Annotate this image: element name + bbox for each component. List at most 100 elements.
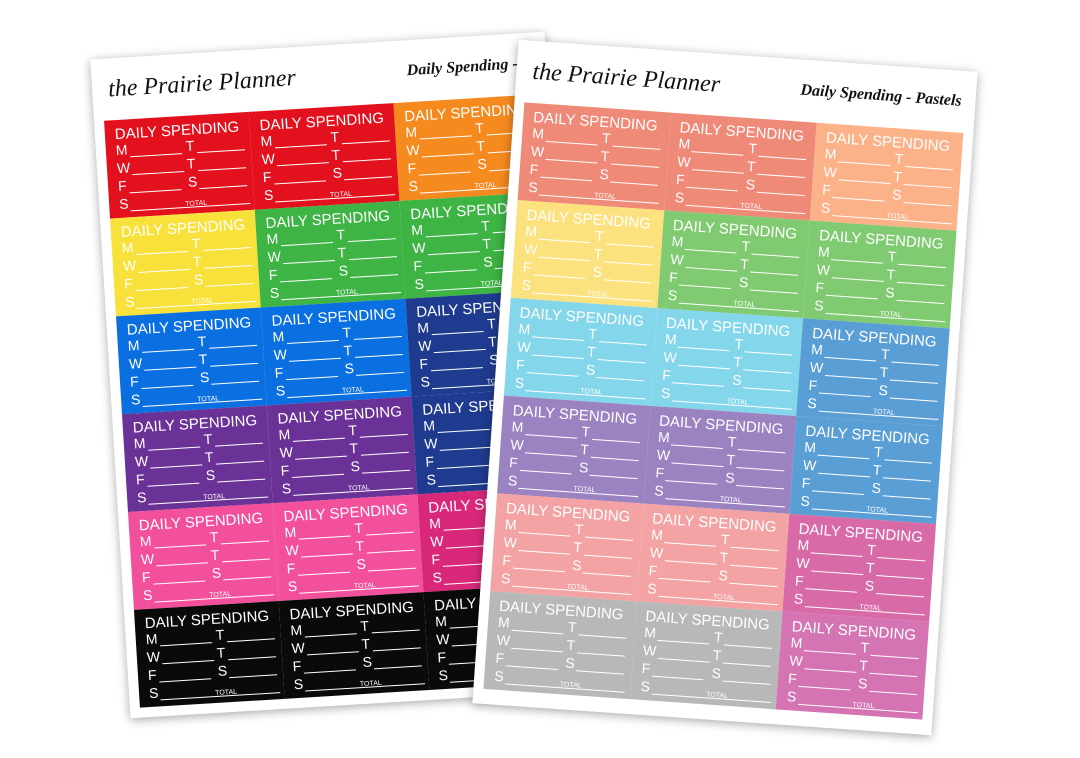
day-row: W xyxy=(122,254,191,274)
day-row: T xyxy=(203,428,263,447)
day-row: T xyxy=(595,228,655,248)
day-letter: T xyxy=(341,324,352,341)
day-letter: T xyxy=(210,546,220,564)
day-row: F xyxy=(292,654,356,674)
write-line xyxy=(364,519,414,536)
day-row: T xyxy=(712,647,772,667)
write-line xyxy=(427,239,480,256)
day-letter: T xyxy=(873,443,884,461)
day-letter: S xyxy=(667,286,678,304)
write-line xyxy=(129,141,182,158)
day-row: T xyxy=(581,423,641,444)
day-letter: M xyxy=(504,516,518,533)
day-letter: S xyxy=(350,457,361,475)
total-label: TOTAL xyxy=(353,582,377,591)
day-letter: T xyxy=(335,226,346,243)
day-letter: T xyxy=(594,227,605,245)
day-letter: T xyxy=(185,137,195,154)
day-row: F xyxy=(808,377,872,398)
day-row: T xyxy=(360,615,420,634)
day-row: T xyxy=(893,168,953,189)
write-line xyxy=(343,164,393,181)
day-row: W xyxy=(285,538,354,558)
day-row: T xyxy=(866,559,926,580)
day-letter: W xyxy=(649,544,664,562)
write-line xyxy=(297,523,351,540)
day-letter: S xyxy=(281,480,292,497)
day-row: F xyxy=(529,160,593,182)
day-row: T xyxy=(210,544,270,564)
write-line xyxy=(744,339,794,356)
write-line xyxy=(296,559,350,576)
write-line xyxy=(273,168,326,185)
write-line xyxy=(596,365,646,382)
day-letter: W xyxy=(128,354,143,372)
write-line xyxy=(134,275,187,292)
day-letter: W xyxy=(516,338,532,356)
day-row: T xyxy=(860,639,920,660)
day-letter: T xyxy=(726,451,736,468)
day-row: S xyxy=(892,186,952,207)
write-line xyxy=(818,380,872,398)
write-line xyxy=(512,555,566,573)
write-line xyxy=(370,617,420,634)
day-row: F xyxy=(648,562,712,583)
day-letter: S xyxy=(263,186,274,204)
day-row: M xyxy=(671,233,738,254)
day-letter: T xyxy=(186,155,196,172)
day-letter: T xyxy=(331,146,341,163)
day-row: W xyxy=(524,241,592,262)
day-row: T xyxy=(574,521,634,541)
day-row: F xyxy=(516,356,580,377)
day-row: T xyxy=(587,343,647,364)
day-row: T xyxy=(567,619,627,639)
day-row: M xyxy=(127,334,194,354)
day-row: M xyxy=(664,331,731,352)
day-row: T xyxy=(872,462,932,482)
day-row: M xyxy=(790,634,857,655)
write-line xyxy=(584,524,634,541)
day-letter: S xyxy=(599,165,610,183)
day-letter: M xyxy=(511,418,524,436)
write-line xyxy=(421,141,474,158)
write-line xyxy=(341,146,391,163)
day-row: T xyxy=(349,437,409,456)
write-line xyxy=(531,342,585,360)
day-letter: W xyxy=(291,639,306,657)
day-letter: F xyxy=(286,559,296,577)
write-line xyxy=(576,658,625,675)
day-row: T xyxy=(726,451,786,472)
day-letter: S xyxy=(592,263,603,281)
day-letter: F xyxy=(135,470,146,488)
day-row: W xyxy=(503,534,572,555)
write-line xyxy=(135,238,188,256)
write-line xyxy=(303,621,357,638)
day-row: T xyxy=(331,143,391,163)
day-letter: W xyxy=(642,641,657,659)
day-letter: T xyxy=(487,333,498,350)
day-row: W xyxy=(649,544,718,565)
day-row: F xyxy=(522,259,586,279)
write-line xyxy=(158,666,211,683)
write-line xyxy=(576,640,626,657)
write-line xyxy=(803,638,857,655)
day-row: F xyxy=(794,572,858,593)
day-letter: S xyxy=(793,590,804,607)
day-letter: T xyxy=(337,244,347,261)
day-letter: W xyxy=(795,554,811,572)
day-row: T xyxy=(747,158,807,179)
day-letter: F xyxy=(529,160,539,178)
total-label: TOTAL xyxy=(586,290,610,299)
day-row: F xyxy=(662,367,726,387)
day-letter: S xyxy=(199,368,210,386)
total-label: TOTAL xyxy=(329,190,353,200)
write-line xyxy=(141,336,194,353)
write-line xyxy=(346,226,396,243)
day-row: S xyxy=(857,675,918,696)
write-line xyxy=(349,262,399,279)
day-letter: S xyxy=(786,688,797,705)
day-letter: W xyxy=(261,150,276,168)
